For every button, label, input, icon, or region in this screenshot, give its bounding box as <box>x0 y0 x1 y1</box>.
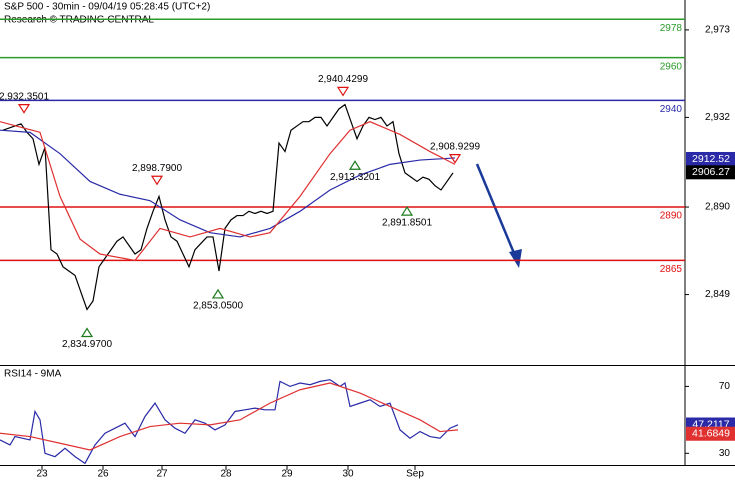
x-tick-label: 30 <box>342 469 354 480</box>
x-tick-label: 27 <box>156 469 168 480</box>
extreme-marker <box>80 327 94 338</box>
y-tick-label: 30 <box>719 448 731 459</box>
series-line <box>0 121 456 262</box>
series-line <box>2 103 454 311</box>
level-label: 2890 <box>660 211 683 222</box>
y-tick-label: 2,932 <box>705 112 730 123</box>
extreme-marker <box>336 86 350 97</box>
series-line <box>0 382 459 451</box>
y-tick-label: 2,973 <box>705 25 730 36</box>
extreme-label: 2,891.8501 <box>382 218 432 229</box>
extreme-label: 2,932.3501 <box>0 91 49 102</box>
x-tick-label: Sep <box>406 469 424 480</box>
extreme-marker <box>150 175 164 186</box>
last-value-box <box>686 165 735 180</box>
extreme-label: 2,834.9700 <box>62 339 112 350</box>
last-value-box <box>686 426 735 441</box>
x-tick-label: 28 <box>220 469 232 480</box>
level-label: 2978 <box>660 23 683 34</box>
extreme-label: 2,898.7900 <box>132 163 182 174</box>
level-label: 2940 <box>660 104 683 115</box>
extreme-label: 2,913.3201 <box>330 172 380 183</box>
last-value-label: 41.6849 <box>692 428 730 440</box>
chart-subtitle: Research © TRADING CENTRAL <box>4 15 154 26</box>
series-line <box>0 379 459 465</box>
forecast-arrow <box>475 163 522 268</box>
y-tick-label: 2,849 <box>705 289 730 300</box>
extreme-marker <box>448 154 462 164</box>
x-tick-label: 29 <box>281 469 293 480</box>
level-label: 2865 <box>660 264 683 275</box>
extreme-marker <box>400 205 414 216</box>
panel-title: RSI14 - 9MA <box>4 369 62 380</box>
last-value-box <box>686 151 735 166</box>
chart-title: S&P 500 - 30min - 09/04/19 05:28:45 (UTC… <box>4 2 210 13</box>
extreme-marker <box>17 104 31 114</box>
y-tick-label: 70 <box>719 381 731 392</box>
x-tick-label: 23 <box>36 469 48 480</box>
extreme-label: 2,940.4299 <box>318 74 368 85</box>
extreme-label: 2,908.9299 <box>430 141 480 152</box>
last-value-label: 2912.52 <box>692 153 730 165</box>
y-tick-label: 2,890 <box>705 202 730 213</box>
last-value-label: 2906.27 <box>692 166 730 178</box>
level-label: 2960 <box>660 61 683 72</box>
x-tick-label: 26 <box>97 469 109 480</box>
extreme-marker <box>348 160 362 170</box>
series-line <box>0 129 456 238</box>
extreme-label: 2,853.0500 <box>193 301 243 312</box>
extreme-marker <box>211 288 225 299</box>
